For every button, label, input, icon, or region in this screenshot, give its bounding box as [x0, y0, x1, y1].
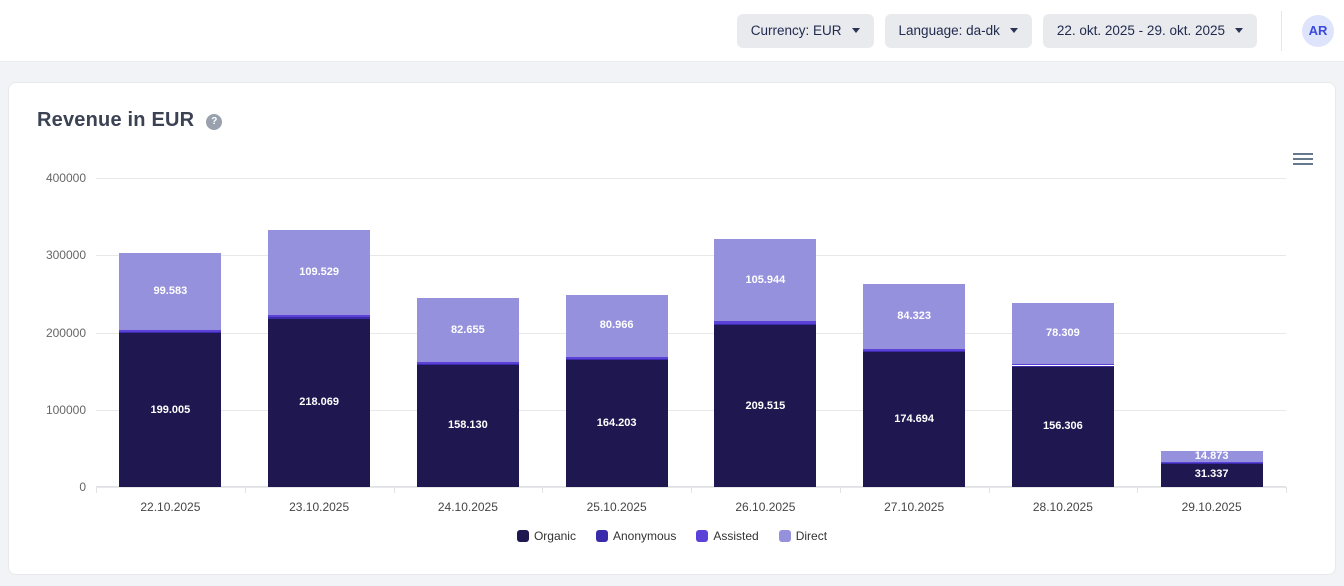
bar-segment-direct[interactable]: 105.944	[714, 239, 817, 322]
x-tick-mark	[691, 487, 692, 493]
bar-segment-direct[interactable]: 84.323	[863, 283, 966, 349]
x-tick-mark	[542, 487, 544, 493]
bar-segment-organic[interactable]: 158.130	[416, 364, 519, 487]
legend-label: Anonymous	[612, 529, 677, 543]
avatar[interactable]: AR	[1302, 14, 1334, 47]
legend-swatch-icon	[595, 530, 608, 542]
date-range-dropdown[interactable]: 22. okt. 2025 - 29. okt. 2025	[1042, 13, 1257, 48]
x-tick-label: 27.10.2025	[884, 500, 945, 514]
x-tick-label: 23.10.2025	[289, 500, 350, 514]
x-tick-label: 29.10.2025	[1181, 500, 1242, 514]
x-tick-mark	[244, 487, 246, 493]
bar-segment-anonymous[interactable]	[714, 324, 817, 326]
revenue-chart-card: Revenue in EUR ? 0 100000 200000 300000 4000…	[8, 82, 1336, 575]
bar-segment-direct[interactable]: 99.583	[119, 253, 222, 331]
question-mark-icon[interactable]: ?	[206, 113, 223, 130]
x-tick-label: 22.10.2025	[140, 500, 201, 514]
chevron-down-icon	[1235, 28, 1243, 33]
page-title: Revenue in EUR	[37, 109, 195, 131]
bar-segment-direct[interactable]: 80.966	[565, 294, 668, 358]
legend-swatch-icon	[696, 530, 709, 542]
gridline	[96, 332, 1286, 334]
bar-segment-assisted[interactable]	[268, 314, 371, 318]
bar-segment-organic[interactable]: 156.306	[1011, 366, 1114, 487]
bar-segment-anonymous[interactable]	[268, 317, 371, 319]
bar-segment-assisted[interactable]	[1011, 363, 1114, 366]
x-tick-label: 24.10.2025	[437, 500, 498, 514]
language-dropdown[interactable]: Language: da-dk	[884, 13, 1032, 48]
bar-segment-assisted[interactable]	[565, 357, 668, 360]
bar-segment-anonymous[interactable]	[119, 332, 222, 334]
date-range-label: 22. okt. 2025 - 29. okt. 2025	[1056, 23, 1225, 38]
x-tick-label: 28.10.2025	[1032, 500, 1093, 514]
currency-dropdown[interactable]: Currency: EUR	[736, 13, 874, 48]
legend-item-organic[interactable]: Organic	[516, 529, 576, 543]
bar-segment-assisted[interactable]	[863, 348, 966, 352]
bar-segment-assisted[interactable]	[1160, 462, 1263, 463]
bar-segment-assisted[interactable]	[714, 321, 817, 324]
y-axis-labels: 0 100000 200000 300000 400000	[9, 171, 86, 494]
bar-segment-organic[interactable]: 209.515	[714, 325, 817, 487]
bar-segment-organic[interactable]: 164.203	[565, 360, 668, 487]
language-dropdown-label: Language: da-dk	[898, 23, 1000, 38]
gridline	[96, 409, 1286, 411]
legend-label: Assisted	[713, 529, 759, 543]
bar-segment-direct[interactable]: 78.309	[1011, 303, 1114, 364]
legend-item-direct[interactable]: Direct	[778, 529, 828, 543]
bar-segment-anonymous[interactable]	[863, 351, 966, 353]
legend-label: Direct	[795, 529, 828, 543]
legend-item-anonymous[interactable]: Anonymous	[595, 529, 677, 543]
y-tick-label: 300000	[45, 248, 86, 263]
y-tick-label: 0	[79, 480, 86, 494]
bar-segment-assisted[interactable]	[416, 362, 519, 365]
card-title-row: Revenue in EUR ?	[37, 109, 223, 132]
chevron-down-icon	[1009, 28, 1018, 33]
bar-segment-organic[interactable]: 218.069	[268, 318, 371, 487]
currency-dropdown-label: Currency: EUR	[750, 23, 842, 38]
bar-segment-organic[interactable]: 174.694	[863, 352, 966, 487]
bar-segment-organic[interactable]: 199.005	[119, 333, 222, 487]
legend-swatch-icon	[778, 530, 791, 542]
x-tick-mark	[988, 487, 990, 493]
header-divider	[1281, 10, 1282, 51]
hamburger-icon[interactable]	[1293, 153, 1313, 165]
x-tick-label: 26.10.2025	[735, 500, 796, 514]
bar-segment-anonymous[interactable]	[416, 364, 519, 365]
legend-item-assisted[interactable]: Assisted	[696, 529, 759, 543]
bar-segment-direct[interactable]: 82.655	[416, 298, 519, 363]
plot-area: 199.005 99.583 218.069 109.529 158.130 82.655…	[96, 178, 1287, 493]
chevron-down-icon	[851, 28, 860, 33]
bar-segment-anonymous[interactable]	[565, 359, 668, 361]
y-tick-label: 100000	[45, 402, 86, 417]
x-tick-mark	[96, 487, 97, 493]
x-tick-mark	[839, 487, 841, 493]
bar-segment-direct[interactable]: 109.529	[268, 230, 371, 315]
gridline	[96, 255, 1286, 257]
bar-segment-assisted[interactable]	[119, 330, 222, 333]
y-tick-label: 400000	[45, 171, 86, 185]
legend-label: Organic	[533, 529, 576, 543]
x-tick-label: 25.10.2025	[586, 500, 647, 514]
legend-swatch-icon	[516, 530, 529, 542]
bar-segment-organic[interactable]: 31.337	[1160, 462, 1263, 487]
top-header: Currency: EUR Language: da-dk 22. okt. 2…	[0, 0, 1344, 62]
bar-segment-anonymous[interactable]	[1011, 365, 1114, 367]
chart-legend: Organic Anonymous Assisted Direct	[9, 529, 1335, 543]
x-tick-mark	[393, 487, 395, 493]
bar-segment-direct[interactable]: 14.873	[1160, 450, 1263, 463]
x-tick-mark	[1286, 487, 1287, 493]
y-tick-label: 200000	[45, 325, 86, 340]
gridline	[96, 178, 1286, 179]
x-tick-mark	[1137, 487, 1139, 493]
x-axis-labels: 22.10.2025 23.10.2025 24.10.2025 25.10.2025…	[96, 500, 1286, 516]
x-axis-line	[96, 486, 1286, 487]
